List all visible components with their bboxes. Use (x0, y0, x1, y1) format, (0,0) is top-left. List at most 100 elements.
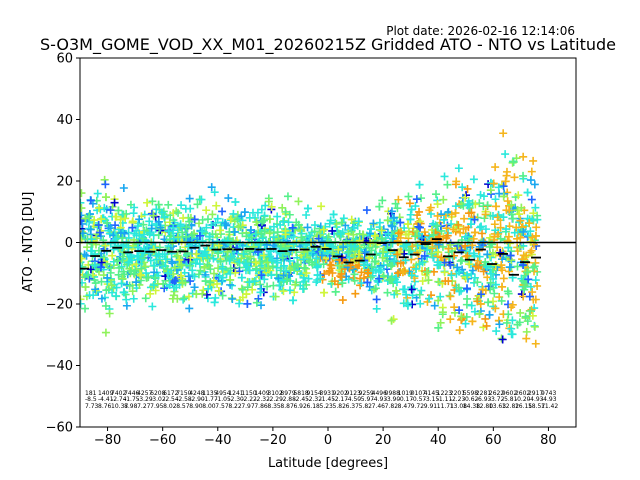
scatter-point (245, 278, 254, 287)
bin-stat-label: 7.95 (150, 403, 164, 410)
scatter-point (328, 226, 337, 235)
bin-stat-label: 4954 (215, 390, 230, 397)
scatter-point (213, 214, 222, 223)
chart-title: S-O3M_GOME_VOD_XX_M01_20260215Z Gridded … (40, 35, 616, 55)
bin-stat-label: -4.41 (98, 396, 114, 403)
bin-stat-label: -1.11 (437, 396, 453, 403)
scatter-point (455, 306, 464, 315)
scatter-point (515, 243, 524, 252)
scatter-point (477, 290, 486, 299)
scatter-point (467, 269, 476, 278)
scatter-point (488, 240, 497, 249)
bin-stat-label: 13.63 (489, 403, 506, 410)
scatter-point (112, 234, 121, 243)
bin-stat-label: 8.47 (398, 403, 412, 410)
scatter-point (360, 249, 369, 258)
bin-stat-label: 9123 (346, 390, 361, 397)
scatter-point (470, 228, 479, 237)
scatter-point (94, 221, 103, 230)
scatter-point (440, 215, 449, 224)
scatter-point (214, 249, 223, 258)
scatter-point (97, 277, 106, 286)
scatter-point (427, 249, 436, 258)
scatter-point (387, 274, 396, 283)
scatter-point (486, 278, 495, 287)
scatter-point (507, 210, 516, 219)
scatter-point (80, 278, 87, 287)
scatter-point (455, 267, 464, 276)
scatter-point (467, 208, 476, 217)
scatter-point (529, 216, 538, 225)
x-tick-label: 80 (540, 433, 557, 448)
scatter-point (122, 209, 131, 218)
scatter-point (124, 243, 133, 252)
scatter-point (489, 179, 498, 188)
bin-stat-label: 2917 (528, 390, 543, 397)
scatter-point (371, 284, 380, 293)
scatter-point (266, 252, 275, 261)
scatter-point (315, 230, 324, 239)
scatter-point (477, 222, 486, 231)
scatter-point (520, 285, 529, 294)
scatter-point (499, 182, 508, 191)
scatter-point (375, 274, 384, 283)
scatter-point (317, 237, 326, 246)
scatter-point (210, 298, 219, 307)
scatter-point (205, 232, 214, 241)
scatter-point (436, 318, 445, 327)
scatter-point (526, 227, 535, 236)
bin-stat-label: 1150 (241, 390, 256, 397)
scatter-point (281, 207, 290, 216)
scatter-point (126, 267, 135, 276)
scatter-point (320, 288, 329, 297)
scatter-point (470, 215, 479, 224)
scatter-point (288, 223, 297, 232)
scatter-point (133, 222, 142, 231)
scatter-point (128, 287, 137, 296)
scatter-point (152, 205, 161, 214)
scatter-point (457, 312, 466, 321)
scatter-point (351, 289, 360, 298)
scatter-point (424, 276, 433, 285)
scatter-point (269, 222, 278, 231)
scatter-point (450, 303, 459, 312)
scatter-point (398, 268, 407, 277)
scatter-point (497, 334, 506, 343)
scatter-point (525, 292, 534, 301)
scatter-point (496, 223, 505, 232)
scatter-point (368, 271, 377, 280)
scatter-point (320, 243, 329, 252)
scatter-point (481, 314, 490, 323)
scatter-point (484, 298, 493, 307)
scatter-point (146, 289, 155, 298)
scatter-point (475, 199, 484, 208)
bin-stat-label: 9602 (502, 390, 517, 397)
scatter-point (323, 249, 332, 258)
bin-stat-label: 3931 (320, 390, 335, 397)
scatter-point (167, 257, 176, 266)
scatter-point (278, 253, 287, 262)
scatter-point (143, 242, 152, 251)
bin-stat-label: 6.92 (293, 403, 307, 410)
scatter-point (418, 258, 427, 267)
scatter-point (406, 215, 415, 224)
scatter-point (135, 215, 144, 224)
scatter-point (456, 257, 465, 266)
bin-stat-label: -5.81 (502, 396, 518, 403)
bin-stat-label: 7.46 (372, 403, 386, 410)
scatter-point (259, 216, 268, 225)
scatter-point (97, 294, 106, 303)
scatter-point (441, 277, 450, 286)
scatter-point (513, 320, 522, 329)
scatter-point (502, 171, 511, 180)
scatter-point (437, 210, 446, 219)
scatter-point (235, 267, 244, 276)
scatter-point (170, 263, 179, 272)
scatter-point (488, 211, 497, 220)
scatter-point (105, 309, 114, 318)
scatter-point (507, 330, 516, 339)
scatter-point (456, 228, 465, 237)
scatter-point (358, 230, 367, 239)
bin-stat-label: 1135 (202, 390, 217, 397)
scatter-point (387, 207, 396, 216)
